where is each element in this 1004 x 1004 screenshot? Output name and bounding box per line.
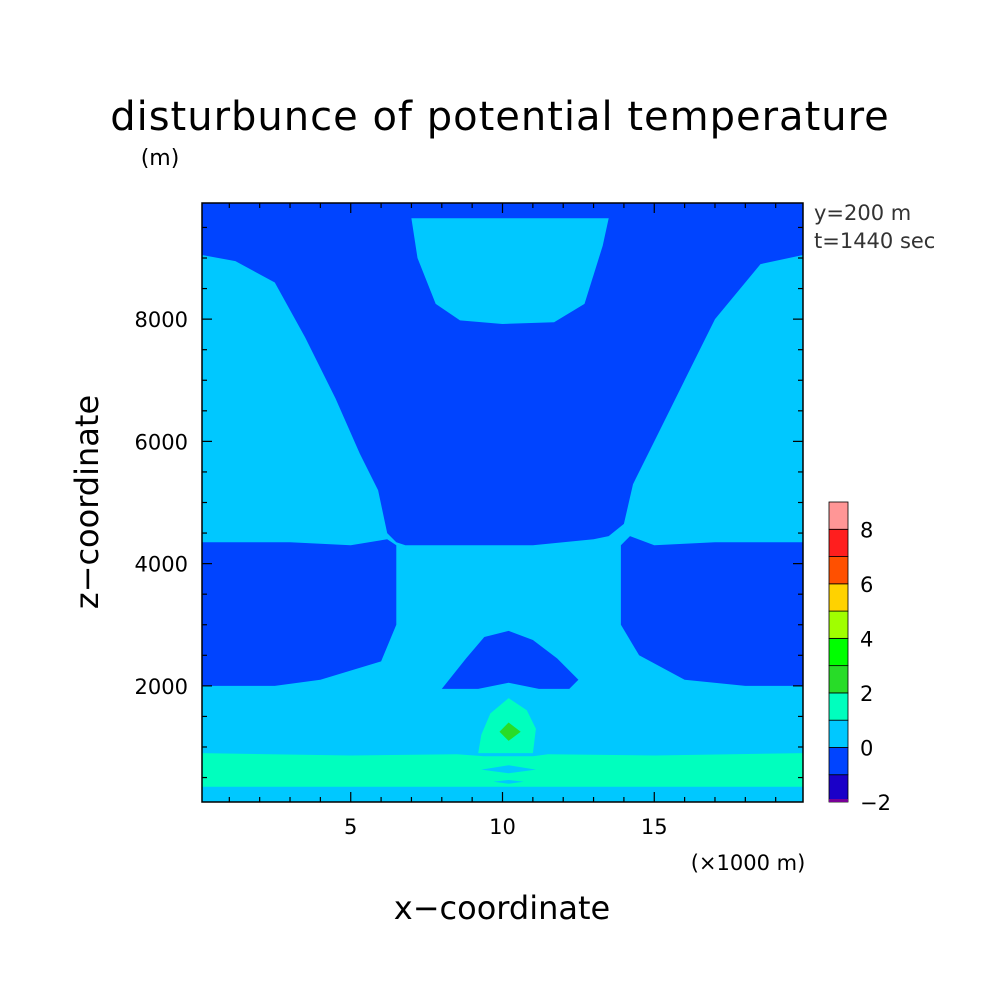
y-tick-label: 4000	[135, 553, 188, 577]
plot-area: 5 10 15 2000 4000 6000 8000	[135, 202, 804, 839]
x-unit-label: (×1000 m)	[691, 851, 806, 875]
colorbar-swatch	[828, 665, 849, 694]
colorbar-swatch	[828, 692, 849, 721]
tick-layer: 5 10 15 2000 4000 6000 8000	[135, 203, 803, 839]
colorbar-swatch	[828, 637, 849, 667]
region-top-light-bowl	[411, 218, 609, 324]
annotation-y: y=200 m	[814, 201, 911, 225]
region-plume-core	[499, 722, 521, 741]
region-tiny-blue-lens	[493, 780, 524, 784]
region-middle-dark-left	[202, 539, 397, 686]
region-upper-dark-core	[202, 206, 803, 546]
colorbar-label: 6	[860, 573, 873, 597]
y-unit-label: (m)	[141, 146, 180, 171]
colorbar-swatch	[828, 528, 849, 557]
colorbar-label: 0	[860, 736, 873, 760]
colorbar: −2 0 2 4 6 8	[828, 501, 891, 815]
y-tick-label: 8000	[135, 308, 188, 332]
x-tick-label: 5	[344, 815, 357, 839]
colorbar-label: 8	[860, 518, 873, 542]
contour-fill-layer	[202, 203, 803, 802]
annotation-t: t=1440 sec	[814, 229, 935, 253]
colorbar-underflow	[829, 799, 848, 802]
colorbar-swatch	[828, 747, 849, 776]
y-axis-label: z−coordinate	[68, 395, 106, 609]
colorbar-label: 4	[860, 627, 873, 651]
chart-title: disturbunce of potential temperature	[110, 94, 890, 140]
y-tick-label: 2000	[135, 675, 188, 699]
region-thin-blue-lens	[481, 765, 536, 774]
x-tick-label: 10	[489, 815, 516, 839]
x-axis-label: x−coordinate	[394, 889, 610, 927]
colorbar-swatch	[828, 583, 849, 612]
colorbar-swatch	[828, 774, 849, 803]
colorbar-swatch	[828, 719, 849, 748]
x-tick-label: 15	[641, 815, 668, 839]
region-lower-dark-lobe	[441, 630, 579, 689]
colorbar-label: 2	[860, 682, 873, 706]
region-middle-dark-right	[620, 536, 803, 686]
colorbar-swatch	[828, 556, 849, 585]
y-tick-label: 6000	[135, 430, 188, 454]
colorbar-swatch	[828, 501, 849, 530]
colorbar-label: −2	[860, 791, 891, 815]
colorbar-swatch	[828, 610, 849, 639]
